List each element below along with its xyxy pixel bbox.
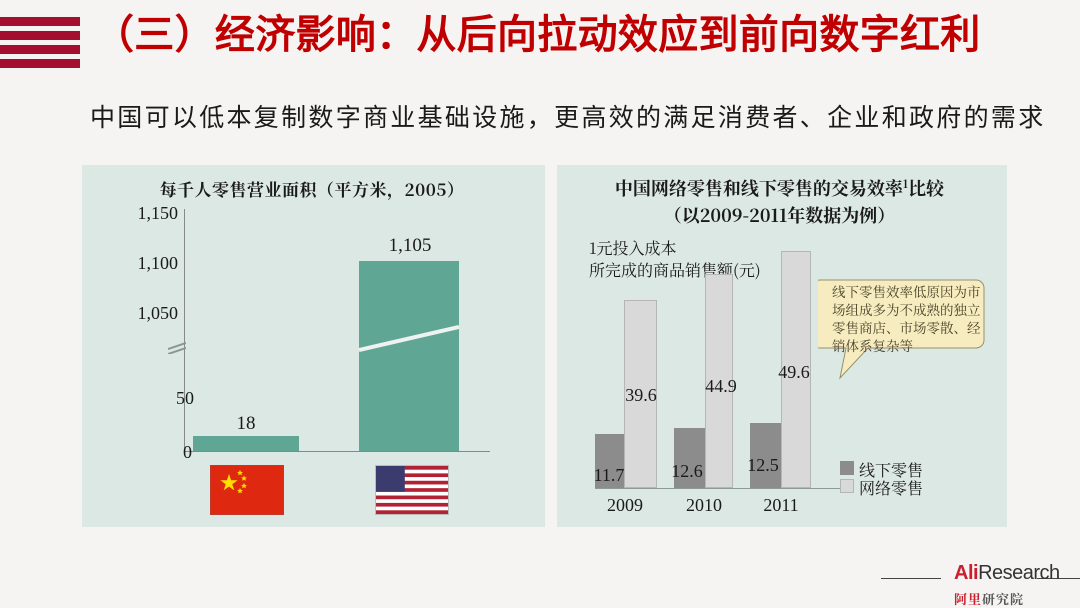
svg-text:零售商店、市场零散、经: 零售商店、市场零散、经 [832,317,981,337]
svg-text:线下零售效率低原因为市: 线下零售效率低原因为市 [832,281,981,301]
svg-text:销体系复杂等: 销体系复杂等 [832,335,913,355]
svg-text:场组成多为不成熟的独立: 场组成多为不成熟的独立 [832,299,981,319]
